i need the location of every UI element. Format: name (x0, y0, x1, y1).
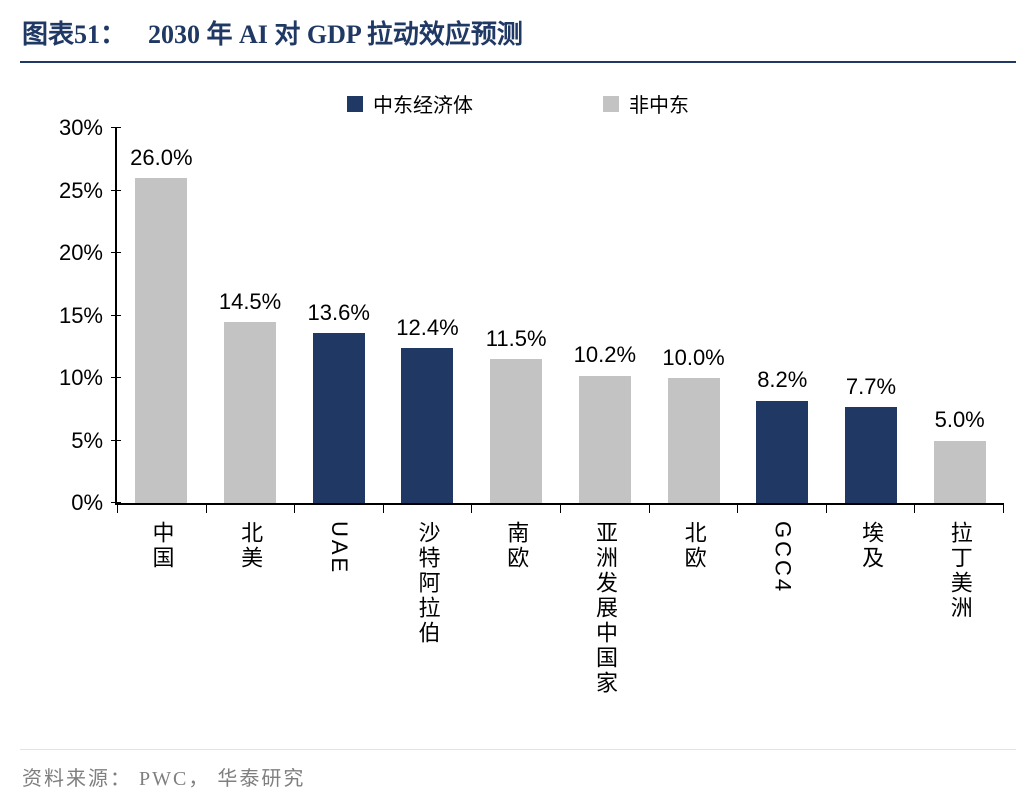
bar-column: 13.6% (294, 128, 383, 503)
legend-item-non-middle-east: 非中东 (603, 89, 689, 118)
figure-label: 图表51： (22, 20, 127, 49)
x-tick-mark (738, 505, 827, 513)
x-category-label: 埃及 (859, 521, 885, 571)
legend: 中东经济体 非中东 (20, 89, 1016, 118)
y-tick-label: 5% (71, 427, 103, 453)
y-tick-label: 30% (58, 115, 103, 140)
bar-value-label: 7.7% (845, 373, 897, 399)
bar (224, 321, 277, 503)
bar-value-label: 11.5% (485, 326, 547, 352)
bar-chart: 30% 25% 20% 15% 10% 5% 0% 26.0% 14.5% 13.6% 12.4%… (20, 117, 1004, 514)
y-tick-mark (111, 314, 121, 316)
x-tick-mark (117, 505, 207, 513)
x-category-label: 南欧 (504, 521, 530, 571)
x-category-label: GCC4 (770, 521, 796, 595)
y-tick-label: 20% (58, 240, 103, 265)
bar (135, 178, 188, 503)
x-label-cell: 北美 (206, 513, 295, 571)
x-tick-mark (472, 505, 561, 513)
bar-column: 10.2% (561, 128, 650, 503)
x-tick-mark (915, 505, 1004, 513)
figure-title: 2030 年 AI 对 GDP 拉动效应预测 (148, 20, 523, 49)
x-label-cell: 沙特阿拉伯 (383, 513, 472, 646)
bar (578, 375, 631, 503)
bar-value-label: 5.0% (934, 407, 985, 433)
x-label-cell: 南欧 (472, 513, 561, 571)
bar (490, 359, 543, 503)
bar-value-label: 14.5% (218, 288, 282, 314)
bar (312, 333, 365, 503)
bar-column: 14.5% (206, 128, 295, 503)
bar-column: 7.7% (827, 128, 916, 503)
legend-label-non-middle-east: 非中东 (629, 95, 689, 117)
bar-column: 8.2% (738, 128, 827, 503)
title-underline (20, 61, 1016, 63)
x-label-cell: UAE (294, 513, 383, 575)
x-label-cell: 埃及 (827, 513, 916, 571)
x-category-label: 北美 (238, 521, 264, 571)
bar-column: 10.0% (649, 128, 738, 503)
y-tick-mark (111, 502, 121, 503)
bar (667, 378, 720, 503)
bar (756, 400, 809, 503)
y-axis: 30% 25% 20% 15% 10% 5% 0% (20, 117, 115, 514)
x-tick-mark (295, 505, 384, 513)
bar-value-label: 26.0% (130, 144, 193, 170)
legend-swatch-non-middle-east (603, 95, 619, 112)
x-axis-labels: 中国 北美 UAE 沙特阿拉伯 南欧 亚洲发展中国家 北欧 GCC4 埃及 拉丁美洲 (117, 513, 1004, 735)
legend-swatch-middle-east (347, 95, 363, 112)
x-label-cell: 北欧 (649, 513, 738, 571)
y-tick-label: 10% (58, 365, 103, 390)
bar-value-label: 8.2% (757, 367, 808, 393)
legend-label-middle-east: 中东经济体 (373, 95, 473, 117)
bar-value-label: 12.4% (396, 314, 459, 340)
x-tick-mark (207, 505, 296, 513)
x-label-cell: 拉丁美洲 (915, 513, 1004, 621)
bar-value-label: 10.2% (573, 342, 637, 368)
y-tick-label: 15% (58, 302, 103, 328)
bar (401, 348, 454, 503)
x-label-cell: 亚洲发展中国家 (561, 513, 650, 696)
bar (844, 406, 897, 503)
bar-column: 11.5% (472, 128, 561, 503)
source-note: 资料来源： PWC， 华泰研究 (20, 749, 1016, 791)
x-label-cell: GCC4 (738, 513, 827, 594)
x-tick-mark (650, 505, 739, 513)
x-label-cell: 中国 (117, 513, 206, 571)
x-tick-mark (827, 505, 916, 513)
y-tick-mark (111, 189, 121, 191)
y-tick-mark (111, 252, 121, 253)
x-axis-ticks (117, 505, 1004, 513)
x-category-label: 北欧 (681, 521, 707, 571)
figure-header: 图表51： 2030 年 AI 对 GDP 拉动效应预测 (20, 12, 1016, 61)
bar-column: 26.0% (117, 128, 206, 503)
y-tick-mark (111, 439, 121, 441)
x-category-label: 沙特阿拉伯 (415, 521, 441, 646)
x-category-label: 亚洲发展中国家 (592, 521, 618, 696)
bar-value-label: 10.0% (662, 344, 725, 370)
y-tick-mark (111, 127, 121, 128)
x-tick-mark (561, 505, 650, 513)
x-category-label: UAE (326, 521, 352, 576)
bar-column: 12.4% (383, 128, 472, 503)
bar (933, 440, 986, 503)
legend-item-middle-east: 中东经济体 (347, 89, 473, 118)
y-tick-label: 0% (71, 490, 103, 515)
bar-column: 5.0% (915, 128, 1004, 503)
x-category-label: 中国 (149, 521, 175, 571)
y-tick-label: 25% (58, 177, 103, 203)
plot-area: 26.0% 14.5% 13.6% 12.4% 11.5% 10.2% 10.0% 8.2% 7… (111, 127, 1004, 505)
bar-value-label: 13.6% (307, 299, 370, 325)
x-tick-mark (384, 505, 473, 513)
x-category-label: 拉丁美洲 (947, 521, 973, 621)
y-tick-mark (111, 377, 121, 378)
